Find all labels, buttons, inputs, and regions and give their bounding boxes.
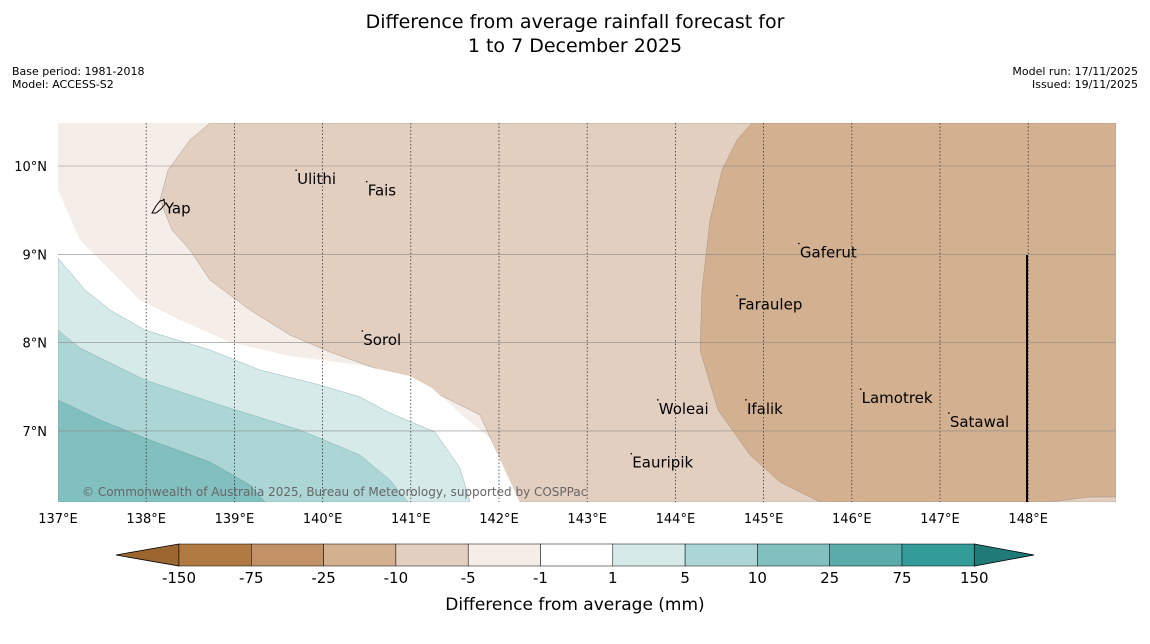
colorbar-segment [540,543,614,567]
colorbar-tick-label: 5 [680,569,690,587]
model-run: Model run: 17/11/2025 [1012,65,1138,78]
lon-tick-label: 142°E [479,512,519,527]
colorbar-segment [251,543,324,567]
place-label: Fais [368,182,397,200]
place-marker [365,180,368,183]
lon-tick-label: 144°E [656,512,696,527]
lon-tick-label: 143°E [567,512,607,527]
place-label: Yap [164,199,191,217]
lat-tick-label: 8°N [23,337,48,352]
colorbar-tick-label: 1 [608,569,618,587]
colorbar-extend-high [973,543,1035,567]
colorbar-segment [395,543,469,567]
colorbar-tick-label: -1 [533,569,548,587]
model-name: Model: ACCESS-S2 [12,78,114,91]
place-label: Satawal [950,413,1009,431]
longitude-axis: 137°E 138°E 139°E 140°E 141°E 142°E 143°E 144°E… [38,512,1048,527]
colorbar-segment [178,543,252,567]
colorbar: -150 -75 -25 -10 -5 -1 1 5 10 25 75 150 [115,543,1035,587]
colorbar-tick-label: -5 [461,569,476,587]
lon-tick-label: 145°E [744,512,784,527]
place-marker [163,198,165,201]
lon-tick-label: 141°E [391,512,431,527]
colorbar-tick-label: -75 [239,569,264,587]
colorbar-tick-label: -10 [384,569,409,587]
lon-tick-label: 146°E [832,512,872,527]
place-marker [948,412,950,414]
lon-tick-label: 147°E [920,512,960,527]
lon-tick-label: 138°E [126,512,166,527]
place-marker [361,330,364,332]
colorbar-tick-label: 75 [892,569,911,587]
place-marker [859,388,862,391]
place-label: Gaferut [800,244,857,262]
map-title: Difference from average rainfall forecas… [0,10,1150,58]
issued-date: Issued: 19/11/2025 [1031,78,1138,91]
place-labels: Ulithi Fais Yap Gaferut Faraulep Sorol Lamotre… [163,169,1009,472]
lon-tick-label: 140°E [303,512,343,527]
copyright-notice: © Commonwealth of Australia 2025, Bureau… [82,485,587,499]
place-label: Sorol [363,331,401,349]
place-marker [736,294,738,297]
title-line-1: Difference from average rainfall forecas… [365,11,785,33]
place-label: Ulithi [297,170,336,188]
colorbar-tick-label: -150 [162,569,196,587]
colorbar-extend-low [115,543,180,567]
graticule [58,123,1116,502]
run-info: Model run: 17/11/2025 Issued: 19/11/2025 [1012,65,1138,91]
place-marker [630,452,633,455]
latitude-axis: 10°N 9°N 8°N 7°N [14,160,47,440]
colorbar-tick-label: 25 [820,569,839,587]
lat-tick-label: 10°N [14,160,47,175]
place-label: Faraulep [738,296,802,314]
place-label: Woleai [659,400,709,418]
colorbar-tick-label: 150 [960,569,989,587]
place-marker [798,242,800,245]
colorbar-tick-label: -25 [311,569,336,587]
colorbar-title: Difference from average (mm) [445,595,704,615]
colorbar-segment [901,543,975,567]
base-info: Base period: 1981-2018 Model: ACCESS-S2 [12,65,144,91]
band-minus25-to-minus10 [699,123,1116,502]
title-line-2: 1 to 7 December 2025 [467,35,683,57]
lat-tick-label: 7°N [23,425,48,440]
map-plot-area: Ulithi Fais Yap Gaferut Faraulep Sorol Lamotre… [58,123,1116,502]
lon-tick-label: 148°E [1008,512,1048,527]
place-marker [656,399,659,401]
base-period: Base period: 1981-2018 [12,65,145,78]
colorbar-segment [757,543,830,567]
colorbar-segment [612,543,686,567]
band-25-to-75 [58,399,266,502]
place-marker [745,399,747,401]
lon-tick-label: 139°E [215,512,255,527]
lat-tick-label: 9°N [23,248,48,263]
place-label: Eauripik [632,454,693,472]
colorbar-segment [684,543,758,567]
colorbar-segment [323,543,397,567]
colorbar-tick-label: 10 [748,569,767,587]
lon-tick-label: 137°E [38,512,78,527]
place-label: Ifalik [747,400,783,418]
yap-island-outline [151,199,166,214]
colorbar-segment [829,543,903,567]
place-marker [295,169,297,172]
place-label: Lamotrek [862,389,933,407]
colorbar-segment [467,543,541,567]
